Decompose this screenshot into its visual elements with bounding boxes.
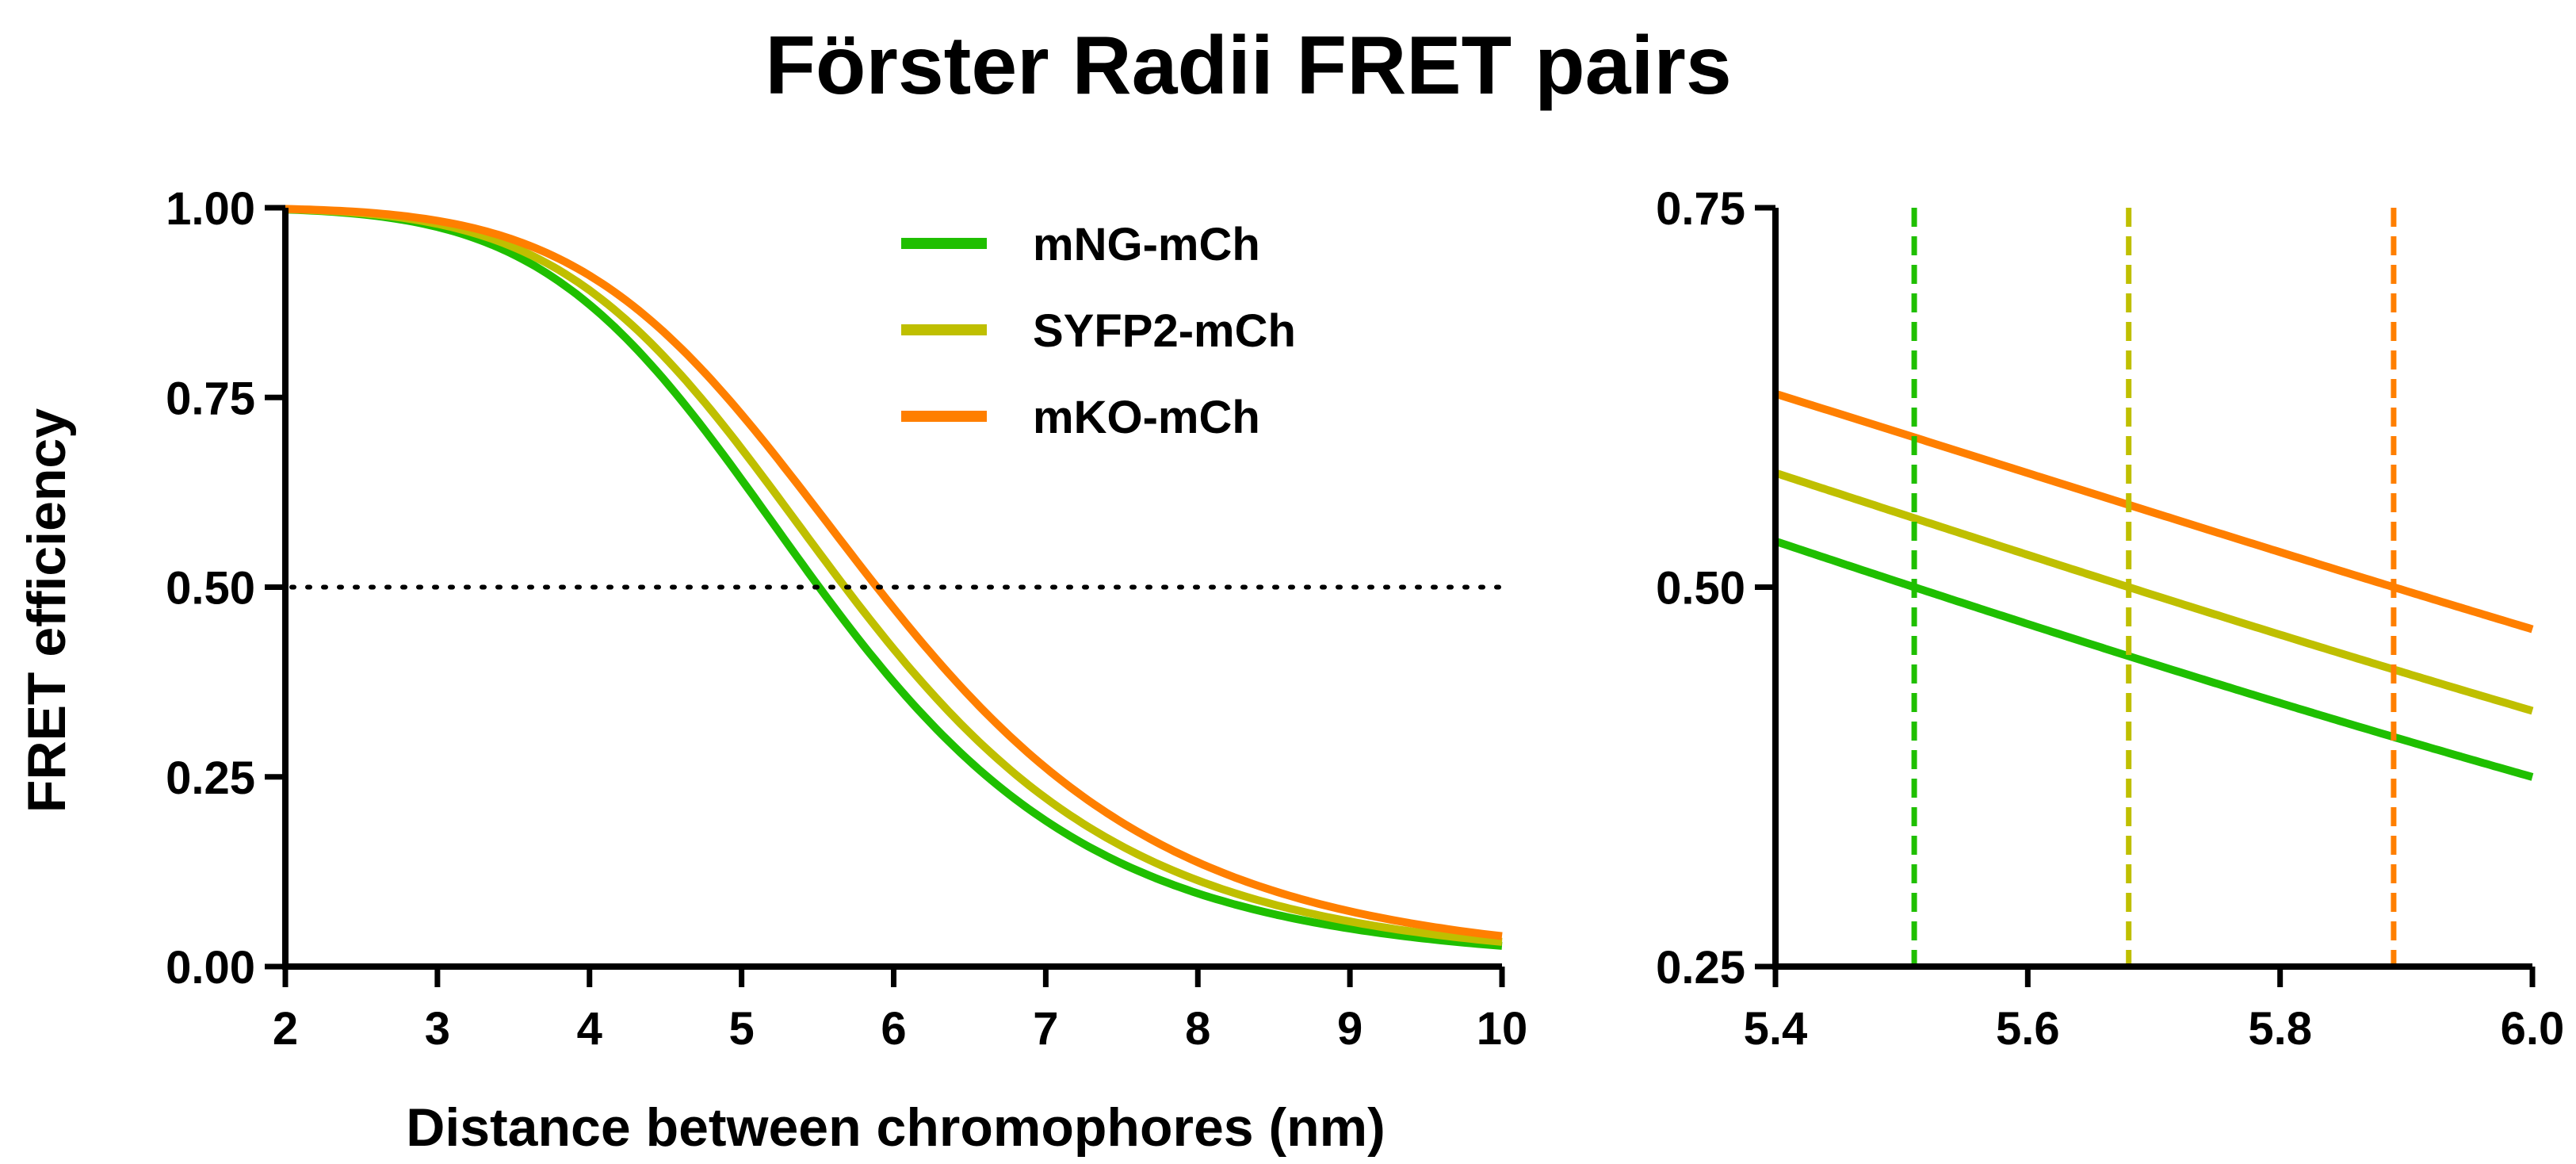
x-tick-label: 2 [273, 1003, 298, 1055]
y-tick-label: 0.50 [166, 563, 255, 615]
series-line-mko-mch [285, 205, 1503, 940]
x-tick-label: 4 [577, 1003, 602, 1055]
legend-label: mKO-mCh [1033, 392, 1260, 443]
y-tick-label: 1.00 [166, 183, 255, 235]
x-tick-label: 10 [1477, 1003, 1528, 1055]
legend-label: SYFP2-mCh [1033, 305, 1296, 357]
x-tick-label: 5.6 [1996, 1003, 2060, 1055]
legend-label: mNG-mCh [1033, 219, 1260, 270]
x-tick-label: 9 [1337, 1003, 1363, 1055]
series-line-mng-mch [1774, 537, 2534, 781]
y-tick-label: 0.25 [166, 752, 255, 804]
right-chart: 5.4 5.6 5.8 6.0 0.25 0.50 0.75 [1656, 183, 2564, 1055]
y-tick-label: 0.75 [166, 373, 255, 424]
x-tick-label: 5 [728, 1003, 754, 1055]
series-line-syfp2-mch [1774, 469, 2534, 715]
x-tick-label: 5.8 [2248, 1003, 2312, 1055]
y-tick-label: 0.50 [1656, 563, 1745, 615]
series-line-syfp2-mch [285, 205, 1503, 946]
y-axis-label: FRET efficiency [17, 408, 77, 813]
x-tick-label: 6 [881, 1003, 906, 1055]
y-tick-label: 0.00 [166, 942, 255, 994]
series-line-mko-mch [1774, 389, 2534, 634]
chart-title: Förster Radii FRET pairs [765, 20, 1731, 112]
x-tick-label: 6.0 [2501, 1003, 2565, 1055]
x-tick-label: 7 [1033, 1003, 1058, 1055]
left-chart: 2 3 4 5 6 7 8 9 10 0.00 0.25 0.50 0.75 1.00 [166, 183, 1527, 1055]
y-tick-label: 0.75 [1656, 183, 1745, 235]
x-tick-label: 3 [425, 1003, 450, 1055]
x-tick-label: 5.4 [1744, 1003, 1808, 1055]
x-tick-label: 8 [1185, 1003, 1210, 1055]
x-axis-label: Distance between chromophores (nm) [406, 1097, 1385, 1158]
series-line-mng-mch [285, 205, 1503, 950]
legend: mNG-mCh SYFP2-mCh mKO-mCh [901, 219, 1296, 443]
y-tick-label: 0.25 [1656, 942, 1745, 994]
